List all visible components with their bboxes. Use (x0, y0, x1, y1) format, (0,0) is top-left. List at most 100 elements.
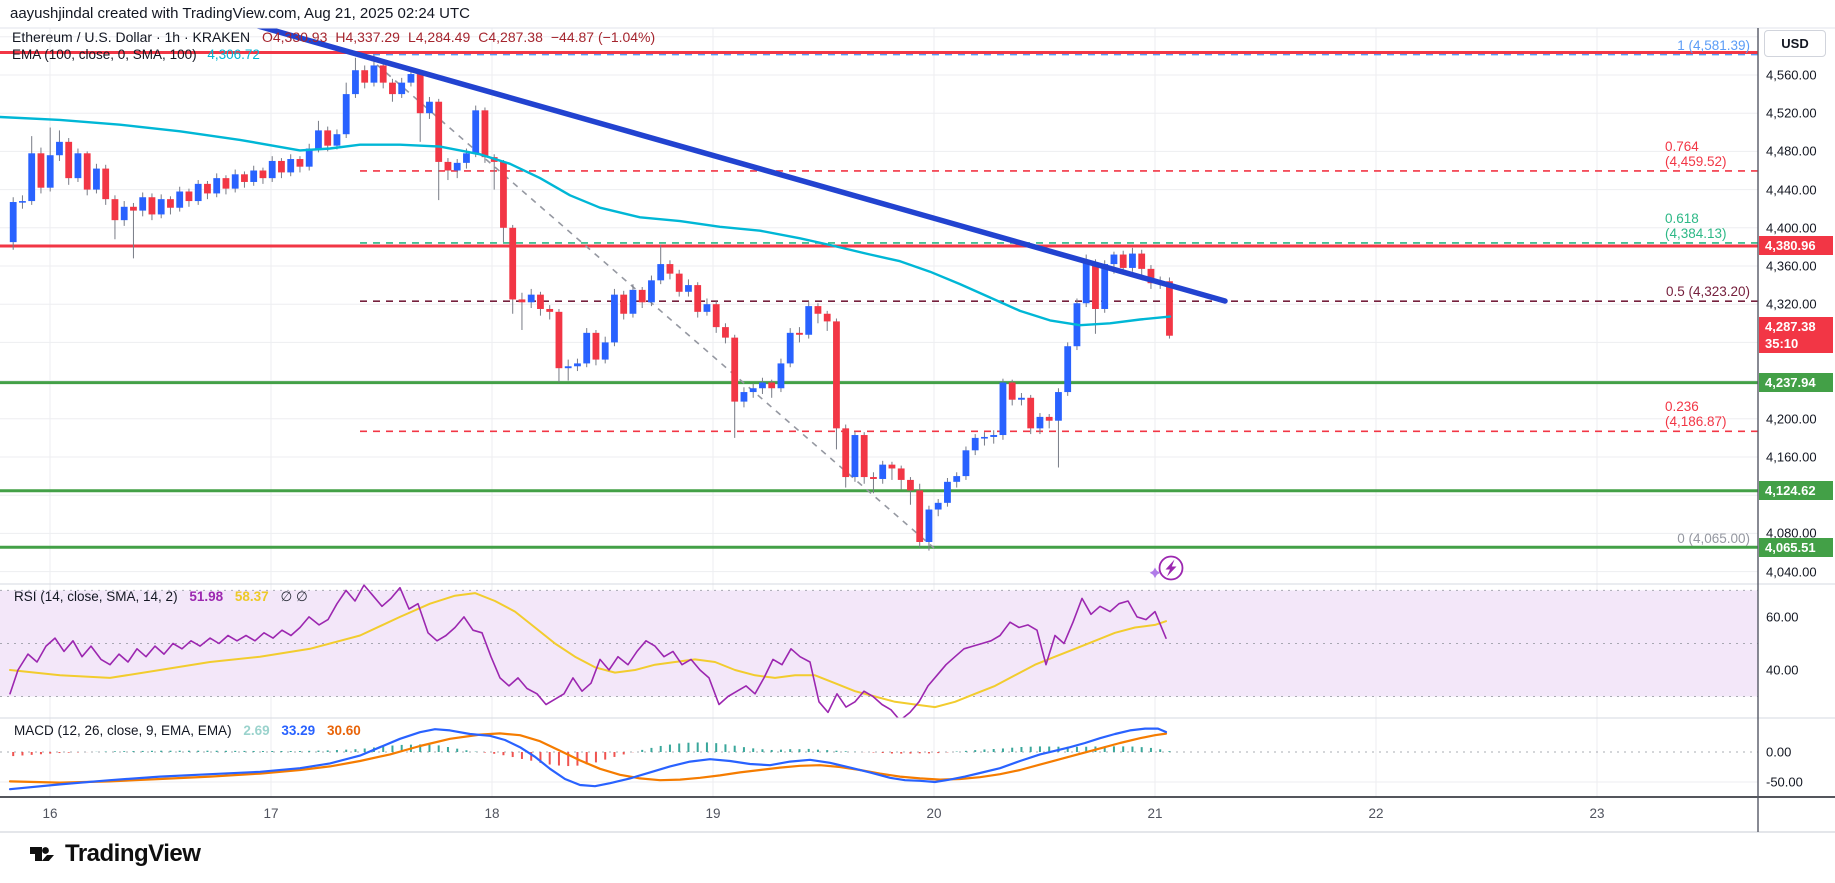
candle[interactable] (944, 481, 951, 503)
candle[interactable] (231, 174, 239, 189)
candle[interactable] (759, 382, 766, 389)
candle[interactable] (157, 199, 165, 215)
candle[interactable] (851, 435, 859, 478)
candle[interactable] (1045, 416, 1053, 421)
candle[interactable] (648, 280, 655, 303)
candle[interactable] (46, 155, 54, 188)
candle[interactable] (740, 392, 748, 402)
candle[interactable] (888, 464, 896, 469)
candle[interactable] (56, 141, 63, 156)
candle[interactable] (564, 366, 572, 369)
candle[interactable] (268, 160, 276, 179)
candle[interactable] (731, 337, 739, 402)
candle[interactable] (352, 70, 359, 95)
candle[interactable] (444, 161, 452, 171)
candle[interactable] (370, 65, 378, 83)
candle[interactable] (518, 299, 526, 303)
candle[interactable] (472, 110, 480, 154)
candle[interactable] (389, 82, 396, 95)
candle[interactable] (148, 197, 156, 215)
candle[interactable] (796, 332, 803, 335)
candle[interactable] (574, 363, 581, 367)
candle[interactable] (65, 141, 73, 179)
candle[interactable] (120, 206, 128, 221)
candle[interactable] (398, 82, 406, 95)
candle[interactable] (675, 273, 683, 292)
candle[interactable] (139, 197, 147, 211)
candle[interactable] (315, 130, 322, 149)
flash-icon[interactable] (1149, 555, 1184, 581)
candle[interactable] (879, 464, 887, 479)
candle[interactable] (453, 162, 461, 171)
candle[interactable] (601, 342, 609, 360)
candle[interactable] (278, 160, 285, 173)
candle[interactable] (981, 436, 988, 439)
candle[interactable] (786, 332, 794, 364)
candle[interactable] (1036, 416, 1044, 429)
candle[interactable] (1008, 382, 1016, 400)
candle[interactable] (74, 153, 82, 179)
candle[interactable] (546, 308, 554, 312)
candle[interactable] (953, 476, 961, 482)
candle[interactable] (342, 94, 350, 135)
candle[interactable] (259, 170, 267, 179)
candle[interactable] (463, 153, 470, 163)
candle[interactable] (28, 153, 36, 202)
candle[interactable] (694, 285, 702, 312)
candle[interactable] (19, 201, 26, 203)
candle[interactable] (222, 178, 230, 189)
candle[interactable] (925, 509, 933, 542)
candle[interactable] (250, 170, 258, 182)
candle[interactable] (870, 477, 877, 479)
candle[interactable] (916, 490, 924, 542)
candle[interactable] (509, 227, 517, 300)
candle[interactable] (611, 294, 618, 343)
candle[interactable] (1082, 263, 1090, 304)
candle[interactable] (805, 306, 813, 335)
candle[interactable] (712, 304, 720, 328)
candle[interactable] (768, 382, 776, 389)
candle[interactable] (1166, 281, 1173, 336)
candle[interactable] (296, 159, 304, 167)
candle[interactable] (703, 304, 711, 312)
candle[interactable] (37, 153, 45, 188)
candle[interactable] (833, 321, 840, 429)
rsi-legend[interactable]: RSI (14, close, SMA, 14, 2) 51.98 58.37 … (14, 589, 308, 605)
candle[interactable] (435, 101, 443, 162)
candle[interactable] (1147, 268, 1155, 284)
candle[interactable] (583, 332, 591, 364)
candle[interactable] (324, 130, 332, 146)
candle[interactable] (407, 74, 415, 83)
candle[interactable] (9, 202, 17, 243)
candle[interactable] (860, 435, 868, 478)
candle[interactable] (1027, 397, 1035, 429)
candle[interactable] (176, 191, 184, 208)
candle[interactable] (823, 313, 831, 322)
candle[interactable] (287, 159, 295, 173)
candle[interactable] (592, 332, 600, 360)
candle[interactable] (83, 153, 91, 190)
candle[interactable] (907, 479, 914, 491)
candle[interactable] (416, 74, 424, 114)
candle[interactable] (629, 289, 637, 314)
candle[interactable] (749, 388, 757, 393)
tradingview-logo[interactable]: TradingView (28, 840, 201, 868)
candle[interactable] (990, 435, 998, 437)
candle[interactable] (305, 148, 313, 167)
candle[interactable] (111, 199, 119, 221)
candle[interactable] (1064, 346, 1072, 393)
candle[interactable] (722, 327, 729, 338)
candle[interactable] (962, 450, 970, 477)
candle[interactable] (555, 311, 563, 369)
candle[interactable] (481, 110, 489, 158)
candle[interactable] (241, 174, 248, 182)
candle[interactable] (213, 178, 221, 194)
candle[interactable] (1018, 397, 1025, 400)
candle[interactable] (620, 294, 628, 314)
candle[interactable] (1129, 253, 1136, 268)
candle[interactable] (814, 306, 822, 314)
candle[interactable] (971, 437, 979, 451)
candle[interactable] (333, 134, 341, 146)
currency-selector[interactable]: USD (1764, 30, 1826, 57)
